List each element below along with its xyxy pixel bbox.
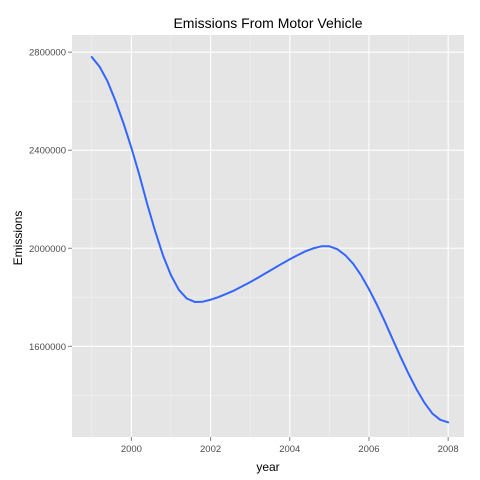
x-tick-label: 2006	[358, 444, 379, 455]
x-tick-label: 2008	[438, 444, 459, 455]
y-tick-label: 1600000	[29, 342, 66, 353]
tick-labels: 2000 2002 2004 2006 2008 1600000 2000000 240000…	[29, 48, 459, 455]
minor-gridlines	[72, 35, 464, 437]
y-tick-label: 2000000	[29, 244, 66, 255]
axis-ticks	[68, 51, 449, 441]
x-tick-label: 2004	[279, 444, 300, 455]
series-line	[90, 56, 450, 424]
major-gridlines	[72, 35, 464, 437]
y-tick-label: 2400000	[29, 146, 66, 157]
chart-title: Emissions From Motor Vehicle	[173, 15, 362, 31]
y-tick-label: 2800000	[29, 48, 66, 59]
x-tick-label: 2002	[200, 444, 221, 455]
plot-panel	[72, 35, 464, 437]
y-axis-label: Emissions	[11, 211, 25, 266]
x-axis-label: year	[256, 460, 279, 474]
x-tick-label: 2000	[121, 444, 142, 455]
